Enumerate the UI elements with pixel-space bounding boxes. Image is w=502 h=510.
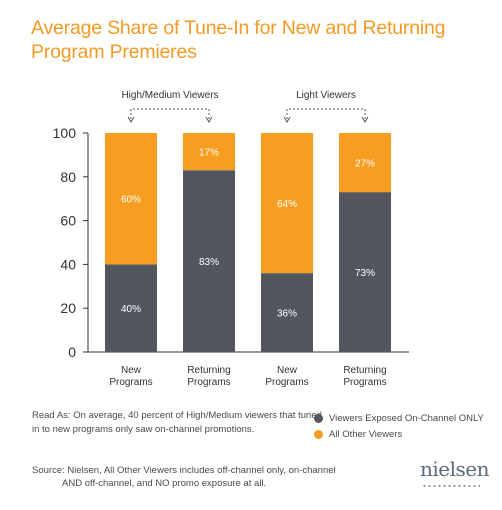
bar-exposed — [183, 170, 235, 352]
y-tick-label: 60 — [60, 213, 76, 229]
x-tick-label: Programs — [187, 377, 230, 388]
data-label-other: 17% — [199, 148, 219, 159]
y-tick-label: 40 — [60, 256, 76, 272]
bar-exposed — [261, 273, 313, 352]
x-tick-label: Returning — [187, 365, 230, 376]
data-label-exposed: 83% — [199, 257, 219, 268]
group-bracket — [286, 108, 366, 119]
bar-other — [261, 133, 313, 274]
stacked-bar-chart: High/Medium Viewers Light Viewers 0 20 40 60… — [53, 90, 409, 388]
group-labels: High/Medium Viewers Light Viewers — [121, 90, 369, 123]
x-tick-label: Returning — [343, 365, 386, 376]
legend-label-other: All Other Viewers — [329, 428, 403, 440]
bracket-arrow — [361, 116, 369, 123]
data-label-exposed: 73% — [355, 268, 375, 279]
data-label-other: 27% — [355, 159, 375, 170]
x-tick-label: Programs — [265, 377, 308, 388]
legend-item-other: All Other Viewers — [314, 426, 484, 442]
bar-exposed — [339, 192, 391, 352]
bracket-arrow — [205, 116, 213, 123]
bar-other — [183, 133, 235, 171]
legend-item-exposed: Viewers Exposed On-Channel ONLY — [314, 410, 484, 426]
y-tick-label: 0 — [68, 344, 76, 360]
x-tick-label: New — [277, 365, 298, 376]
bar-other — [105, 133, 157, 265]
x-tick-label: Programs — [343, 377, 386, 388]
legend: Viewers Exposed On-Channel ONLY All Othe… — [314, 410, 484, 442]
read-as-note: Read As: On average, 40 percent of High/… — [32, 410, 322, 435]
logo-text: nielsen — [420, 457, 490, 481]
x-axis-labels: NewProgramsReturningProgramsNewProgramsR… — [109, 365, 386, 388]
source-line-2: AND off-channel, and NO promo exposure a… — [62, 478, 267, 489]
data-label-other: 64% — [277, 199, 297, 210]
data-label-other: 60% — [121, 195, 141, 206]
source-note: Source: Nielsen, All Other Viewers inclu… — [32, 464, 372, 490]
y-tick-label: 20 — [60, 300, 76, 316]
bar-other — [339, 133, 391, 193]
bracket-arrow — [283, 116, 291, 123]
bar-exposed — [105, 264, 157, 352]
bracket-arrow — [127, 116, 135, 123]
group-label: Light Viewers — [296, 90, 356, 101]
legend-label-exposed: Viewers Exposed On-Channel ONLY — [329, 412, 484, 424]
legend-swatch-exposed — [314, 413, 323, 423]
nielsen-logo: nielsen — [420, 457, 490, 492]
y-tick-label: 100 — [53, 125, 77, 141]
legend-swatch-other — [314, 429, 323, 439]
logo-dots — [422, 484, 480, 488]
group-bracket — [130, 108, 210, 119]
chart-title: Average Share of Tune-In for New and Ret… — [31, 17, 446, 63]
data-label-exposed: 40% — [121, 304, 141, 315]
group-label: High/Medium Viewers — [121, 90, 218, 101]
bars: 40% 60% 83% 17% 36% 64% 73% 27% — [105, 133, 391, 352]
data-label-exposed: 36% — [277, 309, 297, 320]
x-tick-label: Programs — [109, 377, 152, 388]
y-tick-label: 80 — [60, 169, 76, 185]
source-line-1: Source: Nielsen, All Other Viewers inclu… — [32, 465, 336, 476]
x-tick-label: New — [121, 365, 142, 376]
